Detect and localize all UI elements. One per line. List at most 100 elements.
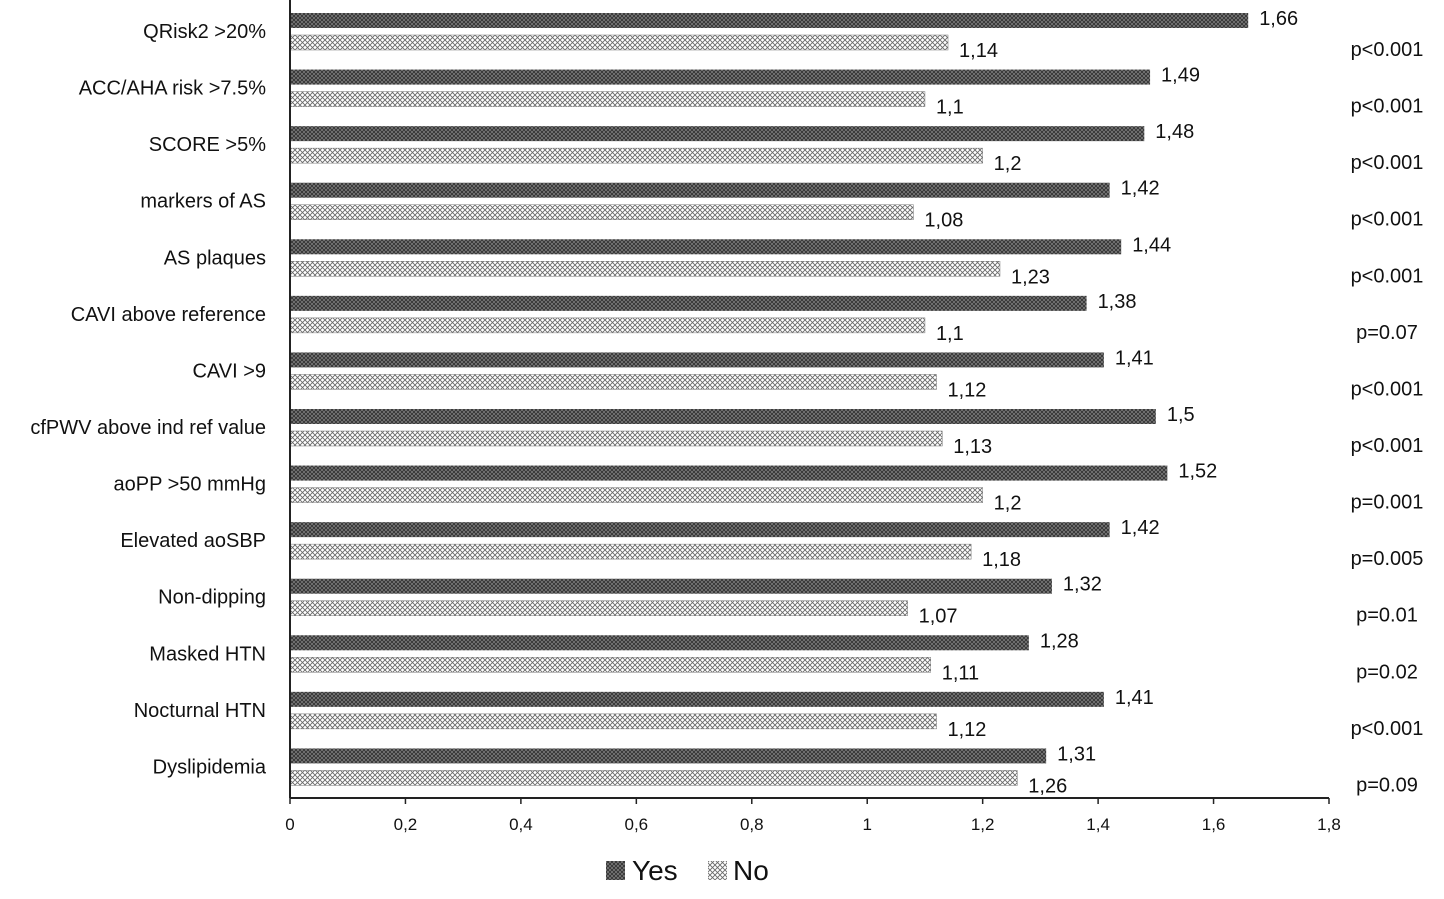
data-label-yes: 1,5 (1167, 404, 1195, 426)
x-tick-label: 0,8 (740, 815, 764, 834)
data-label-no: 1,23 (1011, 266, 1050, 288)
data-label-yes: 1,66 (1259, 8, 1298, 30)
x-tick-label: 1,8 (1317, 815, 1341, 834)
data-label-no: 1,26 (1028, 775, 1067, 797)
p-value-label: p=0.005 (1351, 548, 1424, 570)
data-label-yes: 1,41 (1115, 347, 1154, 369)
data-label-yes: 1,44 (1132, 234, 1171, 256)
bar-no (289, 147, 983, 164)
p-value-label: p<0.001 (1351, 435, 1424, 457)
bar-no (289, 487, 983, 503)
bar-yes (290, 69, 1151, 85)
data-label-no: 1,1 (936, 97, 964, 119)
bar-no (289, 374, 937, 390)
legend-swatch-yes (606, 861, 625, 880)
category-label: aoPP >50 mmHg (114, 474, 267, 496)
category-label: QRisk2 >20% (143, 21, 266, 43)
data-label-no: 1,2 (994, 153, 1022, 175)
bar-no (289, 657, 931, 673)
x-tick-label: 1,4 (1086, 815, 1110, 834)
bar-yes (290, 578, 1052, 594)
p-value-label: p=0.07 (1356, 322, 1418, 344)
legend-swatch-no (708, 861, 727, 880)
data-label-yes: 1,38 (1098, 291, 1137, 313)
p-value-label: p<0.001 (1351, 39, 1424, 61)
p-value-label: p<0.001 (1351, 378, 1424, 400)
p-value-label: p=0.09 (1356, 774, 1418, 796)
p-value-label: p<0.001 (1351, 265, 1424, 287)
x-tick-label: 1,6 (1202, 815, 1226, 834)
x-tick-label: 1 (862, 815, 871, 834)
data-label-no: 1,13 (953, 436, 992, 458)
bar-yes (290, 352, 1104, 368)
bar-no (289, 317, 926, 334)
category-label: AS plaques (164, 247, 266, 269)
category-label: Masked HTN (149, 643, 266, 665)
bar-yes (290, 295, 1087, 311)
x-tick-label: 1,2 (971, 815, 995, 834)
category-label: SCORE >5% (149, 134, 266, 156)
category-label: Elevated aoSBP (120, 530, 266, 552)
legend-label-yes: Yes (632, 855, 678, 886)
x-tick-label: 0 (285, 815, 294, 834)
category-label: CAVI >9 (192, 360, 266, 382)
data-label-no: 1,18 (982, 549, 1021, 571)
data-label-no: 1,12 (947, 379, 986, 401)
bars-group (289, 13, 1249, 786)
data-label-yes: 1,42 (1121, 517, 1160, 539)
bar-yes (290, 182, 1110, 198)
bar-no (289, 204, 914, 220)
bar-no (289, 91, 926, 107)
data-label-yes: 1,31 (1057, 743, 1096, 765)
category-label: Non-dipping (158, 587, 266, 609)
legend-label-no: No (733, 855, 769, 886)
category-label: Nocturnal HTN (134, 700, 266, 722)
bar-no (289, 543, 972, 560)
bar-yes (290, 522, 1110, 538)
p-value-label: p=0.02 (1356, 661, 1418, 683)
category-label: CAVI above reference (71, 304, 266, 326)
p-value-label: p=0.001 (1351, 492, 1424, 514)
data-label-no: 1,14 (959, 40, 998, 62)
bar-no (289, 600, 908, 616)
data-label-yes: 1,49 (1161, 65, 1200, 87)
bar-no (289, 34, 949, 51)
data-label-no: 1,08 (924, 210, 963, 232)
data-label-yes: 1,48 (1155, 121, 1194, 143)
category-label: cfPWV above ind ref value (30, 417, 266, 439)
category-label: markers of AS (140, 191, 266, 213)
bar-yes (290, 465, 1168, 481)
x-tick-label: 0,2 (394, 815, 418, 834)
p-value-label: p<0.001 (1351, 209, 1424, 231)
axis-group: 0 0,2 0,4 0,6 0,8 1 1,2 1,4 1,6 1,8 (285, 0, 1341, 834)
data-label-no: 1,1 (936, 323, 964, 345)
bar-no (289, 713, 937, 730)
p-value-label: p<0.001 (1351, 152, 1424, 174)
category-label: Dyslipidemia (153, 756, 267, 778)
data-label-yes: 1,28 (1040, 630, 1079, 652)
data-label-no: 1,07 (919, 606, 958, 628)
p-value-label: p<0.001 (1351, 96, 1424, 118)
bar-no (289, 770, 1018, 786)
bar-no (289, 430, 943, 447)
bar-yes (290, 409, 1156, 424)
x-tick-label: 0,6 (625, 815, 649, 834)
bar-no (289, 261, 1001, 277)
data-label-no: 1,11 (942, 662, 979, 684)
bar-yes (290, 635, 1029, 651)
data-label-no: 1,12 (947, 719, 986, 741)
p-value-label: p=0.01 (1356, 605, 1418, 627)
category-label: ACC/AHA risk >7.5% (79, 78, 267, 100)
data-label-yes: 1,32 (1063, 574, 1102, 596)
labels-group: QRisk2 >20% 1,66 1,14 p<0.001 ACC/AHA risk >… (30, 8, 1423, 797)
data-label-no: 1,2 (994, 493, 1022, 515)
bar-yes (290, 13, 1249, 28)
bar-yes (290, 239, 1122, 255)
data-label-yes: 1,41 (1115, 687, 1154, 709)
bar-yes (290, 126, 1145, 142)
data-label-yes: 1,52 (1178, 461, 1217, 483)
legend: Yes No (606, 855, 769, 886)
bar-yes (290, 691, 1104, 707)
